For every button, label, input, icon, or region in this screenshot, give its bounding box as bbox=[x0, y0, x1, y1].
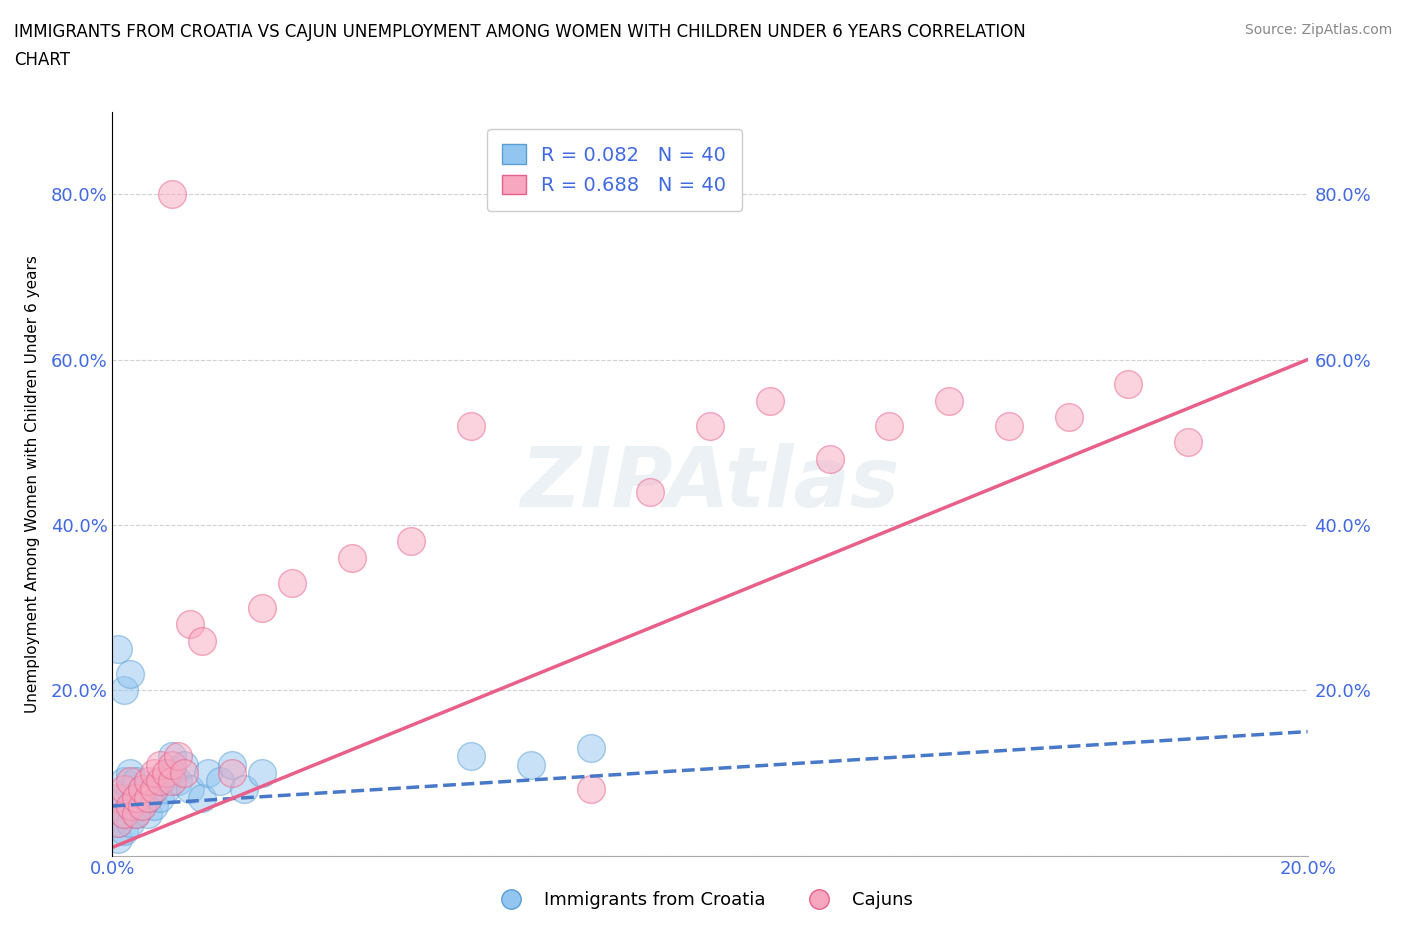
Point bbox=[155, 782, 177, 797]
Point bbox=[233, 782, 256, 797]
Point bbox=[125, 807, 148, 822]
Point bbox=[579, 782, 602, 797]
Point bbox=[107, 815, 129, 830]
Point bbox=[107, 831, 129, 846]
Point bbox=[114, 683, 135, 698]
Point bbox=[197, 765, 219, 780]
Point bbox=[120, 774, 142, 789]
Text: Source: ZipAtlas.com: Source: ZipAtlas.com bbox=[1244, 23, 1392, 37]
Point bbox=[138, 807, 160, 822]
Point bbox=[401, 534, 423, 549]
Point bbox=[107, 799, 129, 814]
Point bbox=[114, 823, 135, 838]
Point bbox=[149, 774, 172, 789]
Point bbox=[149, 790, 172, 805]
Point bbox=[125, 790, 148, 805]
Point bbox=[120, 815, 142, 830]
Point bbox=[125, 774, 148, 789]
Point bbox=[250, 765, 273, 780]
Point bbox=[191, 790, 214, 805]
Point bbox=[759, 393, 782, 408]
Point bbox=[143, 765, 166, 780]
Legend: Immigrants from Croatia, Cajuns: Immigrants from Croatia, Cajuns bbox=[486, 884, 920, 916]
Point bbox=[125, 807, 148, 822]
Point bbox=[107, 815, 129, 830]
Point bbox=[221, 757, 243, 772]
Point bbox=[1118, 377, 1140, 392]
Point bbox=[143, 799, 166, 814]
Point bbox=[131, 799, 153, 814]
Point bbox=[162, 765, 183, 780]
Point bbox=[120, 799, 142, 814]
Text: IMMIGRANTS FROM CROATIA VS CAJUN UNEMPLOYMENT AMONG WOMEN WITH CHILDREN UNDER 6 : IMMIGRANTS FROM CROATIA VS CAJUN UNEMPLO… bbox=[14, 23, 1026, 41]
Point bbox=[114, 774, 135, 789]
Point bbox=[579, 740, 602, 755]
Point bbox=[460, 749, 482, 764]
Point bbox=[998, 418, 1021, 433]
Point bbox=[107, 642, 129, 657]
Point bbox=[149, 774, 172, 789]
Legend: R = 0.082   N = 40, R = 0.688   N = 40: R = 0.082 N = 40, R = 0.688 N = 40 bbox=[486, 128, 742, 211]
Point bbox=[173, 757, 195, 772]
Point bbox=[1177, 435, 1199, 450]
Point bbox=[938, 393, 960, 408]
Point bbox=[125, 790, 148, 805]
Point bbox=[699, 418, 721, 433]
Point bbox=[340, 551, 363, 565]
Point bbox=[114, 807, 135, 822]
Text: ZIPAtlas: ZIPAtlas bbox=[520, 443, 900, 525]
Point bbox=[191, 633, 214, 648]
Point bbox=[818, 451, 841, 466]
Point bbox=[143, 782, 166, 797]
Point bbox=[120, 782, 142, 797]
Point bbox=[120, 799, 142, 814]
Y-axis label: Unemployment Among Women with Children Under 6 years: Unemployment Among Women with Children U… bbox=[25, 255, 39, 712]
Point bbox=[120, 765, 142, 780]
Point bbox=[179, 782, 201, 797]
Point bbox=[167, 749, 190, 764]
Point bbox=[162, 774, 183, 789]
Point bbox=[114, 790, 135, 805]
Point bbox=[167, 774, 190, 789]
Point bbox=[250, 600, 273, 615]
Point bbox=[879, 418, 901, 433]
Point bbox=[138, 790, 160, 805]
Point bbox=[120, 666, 142, 681]
Point bbox=[209, 774, 232, 789]
Point bbox=[138, 790, 160, 805]
Point bbox=[114, 807, 135, 822]
Point bbox=[131, 799, 153, 814]
Point bbox=[1057, 410, 1080, 425]
Point bbox=[149, 757, 172, 772]
Point bbox=[179, 617, 201, 631]
Point bbox=[114, 782, 135, 797]
Point bbox=[162, 757, 183, 772]
Text: CHART: CHART bbox=[14, 51, 70, 69]
Point bbox=[131, 782, 153, 797]
Point bbox=[281, 576, 304, 591]
Point bbox=[155, 765, 177, 780]
Point bbox=[143, 782, 166, 797]
Point bbox=[138, 774, 160, 789]
Point bbox=[520, 757, 543, 772]
Point bbox=[162, 749, 183, 764]
Point bbox=[131, 782, 153, 797]
Point bbox=[107, 790, 129, 805]
Point bbox=[460, 418, 482, 433]
Point bbox=[173, 765, 195, 780]
Point bbox=[221, 765, 243, 780]
Point bbox=[162, 187, 183, 202]
Point bbox=[640, 485, 662, 499]
